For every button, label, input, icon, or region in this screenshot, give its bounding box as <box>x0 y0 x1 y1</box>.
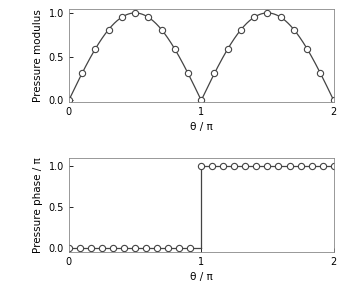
Y-axis label: Pressure modulus: Pressure modulus <box>33 9 43 102</box>
Y-axis label: Pressure phase / π: Pressure phase / π <box>33 157 43 253</box>
X-axis label: θ / π: θ / π <box>190 122 213 132</box>
X-axis label: θ / π: θ / π <box>190 272 213 282</box>
